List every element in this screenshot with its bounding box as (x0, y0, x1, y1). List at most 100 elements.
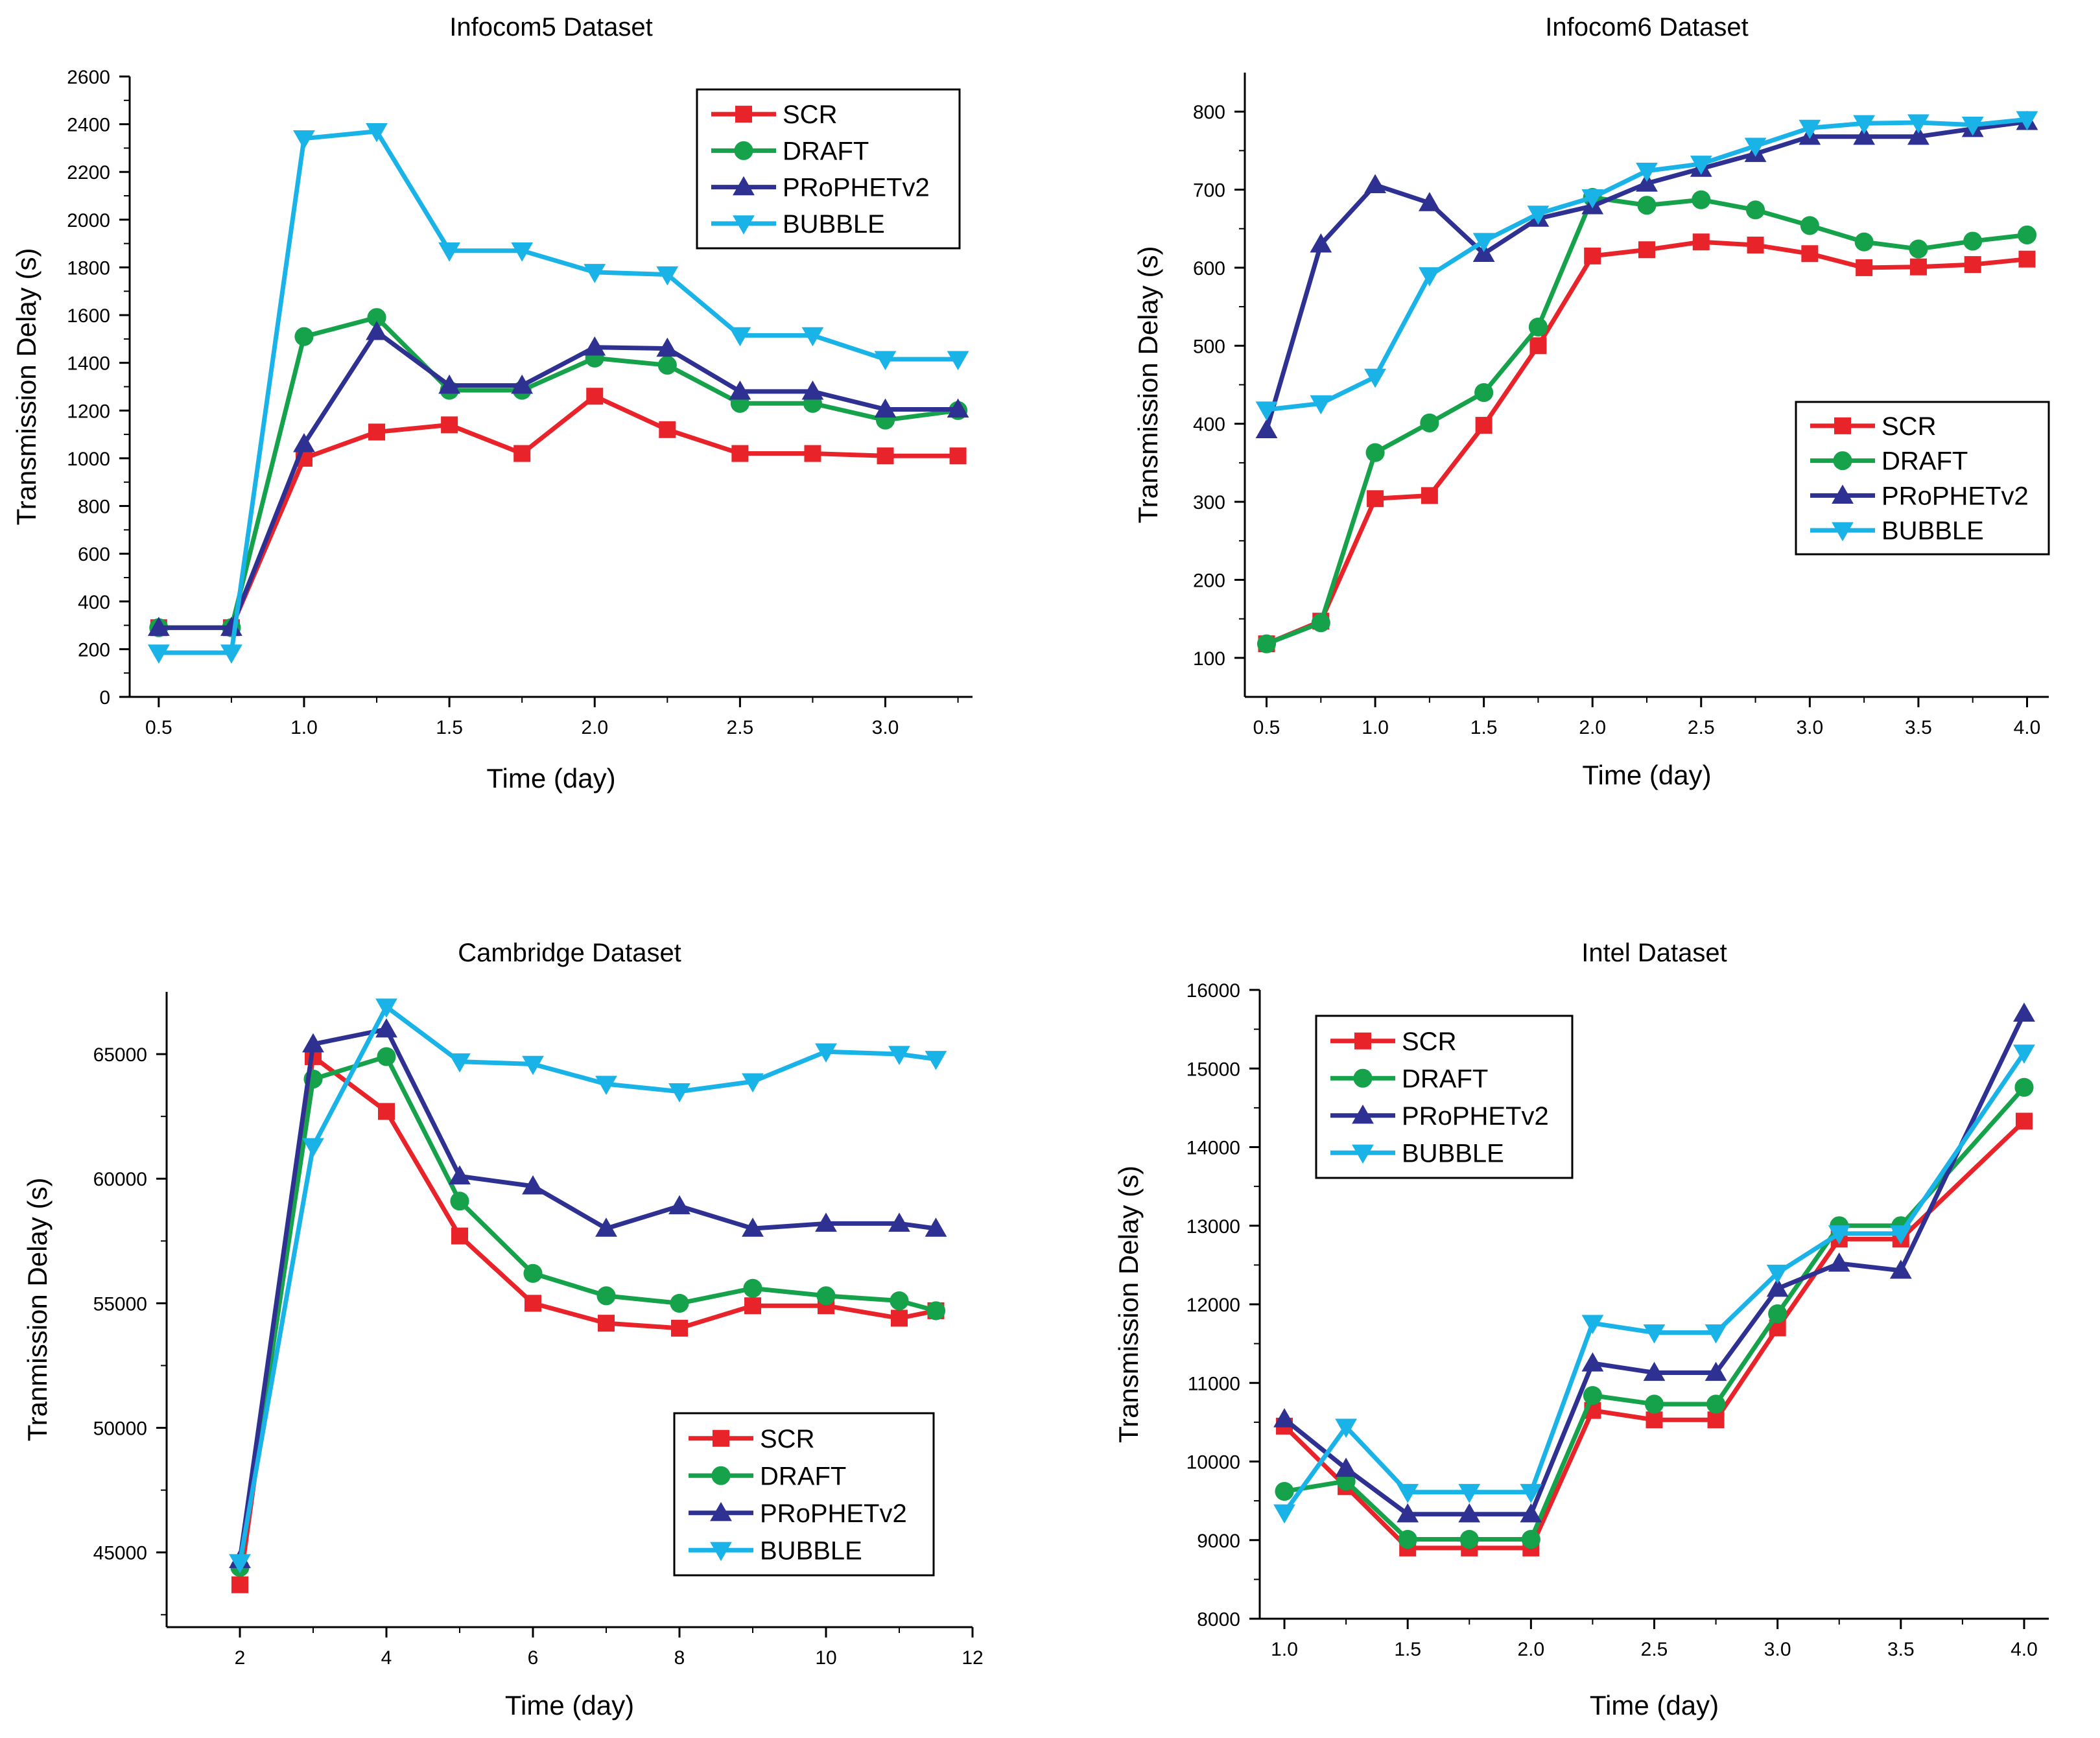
data-point-scr (1964, 256, 1981, 274)
data-point-bubble (801, 327, 824, 347)
data-point-prophetv2 (947, 398, 969, 418)
series-line-bubble (158, 129, 958, 655)
x-tick-label: 4 (381, 1647, 392, 1669)
x-tick-label: 3.0 (1796, 717, 1823, 738)
data-point-prophetv2 (438, 374, 461, 394)
x-tick-label: 1.5 (436, 717, 463, 738)
data-point-prophetv2 (449, 1165, 471, 1185)
y-tick-label: 400 (78, 592, 110, 613)
series-line-draft (158, 315, 959, 630)
x-axis-label: Time (day) (486, 763, 615, 793)
data-point-draft (1854, 232, 1874, 252)
data-point-bubble (1907, 114, 1929, 134)
data-point-bubble (522, 1055, 544, 1075)
y-axis-label: Transmission Delay (s) (11, 248, 41, 526)
data-point-bubble (438, 242, 461, 262)
data-point-bubble (375, 998, 397, 1018)
x-tick-label: 2.5 (1688, 717, 1715, 738)
legend-marker-draft (734, 141, 753, 160)
chart-panel-infocom5-dataset: Infocom5 Dataset 0.5 1.0 1.5 2.0 2.5 3.0 0 200 40… (11, 13, 973, 793)
y-tick-label: 9000 (1197, 1531, 1240, 1552)
y-tick-label: 0 (99, 687, 110, 709)
legend-label-prophetv2: PRoPHETv2 (1402, 1102, 1549, 1131)
y-tick-label: 2400 (67, 115, 110, 136)
x-tick-label: 6 (528, 1647, 539, 1669)
data-point-draft (1459, 1529, 1479, 1549)
data-point-scr (1747, 237, 1764, 254)
legend-label-prophetv2: PRoPHETv2 (1882, 482, 2029, 510)
data-point-bubble (2013, 1044, 2035, 1064)
data-point-scr (1856, 259, 1873, 276)
data-point-scr (1909, 258, 1927, 276)
data-point-scr (671, 1319, 688, 1337)
data-point-bubble (1799, 119, 1821, 139)
data-point-draft (1768, 1304, 1787, 1324)
data-point-bubble (947, 351, 969, 371)
x-tick-label: 2.0 (1579, 717, 1606, 738)
data-point-bubble (1418, 267, 1441, 287)
data-point-draft (1706, 1394, 1726, 1414)
x-tick-label: 0.5 (1253, 717, 1280, 738)
data-point-prophetv2 (584, 336, 606, 356)
data-point-prophetv2 (1581, 1352, 1604, 1372)
data-point-bubble (1310, 395, 1332, 415)
data-point-bubble (595, 1075, 617, 1096)
series-line-bubble (1282, 1051, 2026, 1514)
data-point-bubble (2016, 111, 2038, 131)
data-point-prophetv2 (801, 380, 824, 400)
data-point-draft (1746, 200, 1765, 220)
data-point-scr (1421, 487, 1438, 504)
y-tick-label: 700 (1193, 180, 1225, 202)
series-prophetv2 (229, 1018, 947, 1568)
x-tick-label: 1.0 (1271, 1639, 1298, 1660)
data-point-draft (1963, 231, 1983, 251)
y-tick-label: 12000 (1186, 1295, 1240, 1316)
data-point-scr (525, 1295, 541, 1312)
data-point-bubble (1961, 116, 1984, 136)
data-point-draft (1637, 196, 1657, 215)
x-tick-label: 2.0 (581, 717, 608, 738)
series-bubble (1273, 1044, 2035, 1524)
y-tick-label: 600 (78, 544, 110, 565)
chart-panel-infocom6-dataset: Infocom6 Dataset 0.5 1.0 1.5 2.0 2.5 3.0 3.5 4.0… (1133, 13, 2050, 790)
data-point-prophetv2 (1636, 172, 1658, 192)
data-point-draft (1311, 613, 1330, 633)
x-tick-label: 1.0 (290, 717, 318, 738)
legend-label-scr: SCR (1402, 1028, 1456, 1056)
data-point-draft (1275, 1482, 1294, 1501)
data-point-prophetv2 (1889, 1259, 1912, 1279)
data-point-scr (368, 423, 386, 441)
legend-label-scr: SCR (783, 100, 837, 129)
data-point-prophetv2 (1397, 1503, 1419, 1523)
data-point-bubble (742, 1073, 764, 1093)
x-tick-label: 3.0 (1764, 1639, 1791, 1660)
series-line-prophetv2 (1282, 1012, 2027, 1517)
data-point-prophetv2 (1643, 1361, 1666, 1381)
data-point-scr (1529, 337, 1547, 355)
y-tick-label: 1400 (67, 353, 110, 375)
data-point-prophetv2 (1828, 1252, 1850, 1272)
data-point-bubble (1581, 1315, 1604, 1334)
data-point-bubble (584, 264, 606, 283)
data-point-bubble (888, 1046, 910, 1065)
data-point-scr (1475, 417, 1492, 434)
legend-label-prophetv2: PRoPHETv2 (783, 174, 930, 202)
x-tick-label: 10 (815, 1647, 836, 1669)
y-tick-label: 1800 (67, 257, 110, 279)
x-tick-label: 8 (674, 1647, 685, 1669)
x-tick-label: 3.5 (1905, 717, 1932, 738)
data-point-bubble (147, 644, 170, 664)
chart-panel-intel-dataset: Intel Dataset 1.0 1.5 2.0 2.5 3.0 3.5 4.0 8000 90… (1113, 939, 2049, 1720)
legend-marker-scr (1834, 417, 1851, 434)
data-point-bubble (668, 1083, 690, 1103)
y-tick-label: 2000 (67, 210, 110, 231)
y-tick-label: 14000 (1186, 1138, 1240, 1159)
y-tick-label: 16000 (1186, 980, 1240, 1002)
legend-marker-scr (713, 1429, 729, 1447)
x-tick-label: 1.5 (1394, 1639, 1421, 1660)
series-bubble (1255, 111, 2038, 421)
x-tick-label: 2.5 (1641, 1639, 1668, 1660)
x-tick-label: 2.0 (1517, 1639, 1544, 1660)
x-tick-label: 2 (235, 1647, 246, 1669)
legend-label-scr: SCR (1882, 412, 1936, 441)
